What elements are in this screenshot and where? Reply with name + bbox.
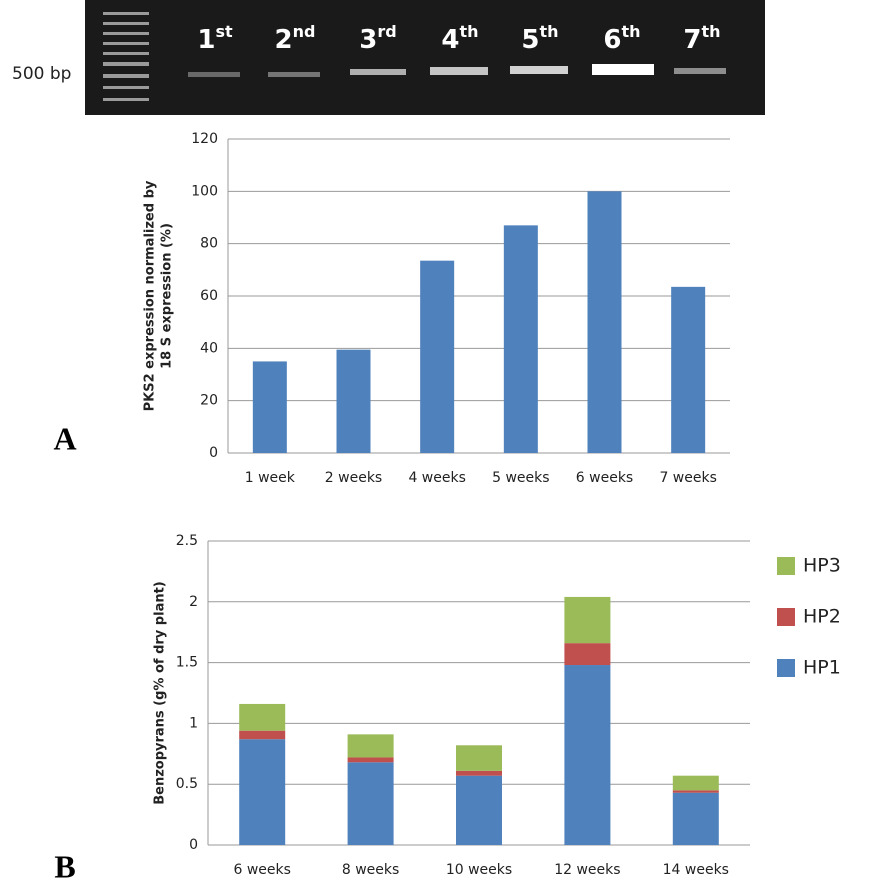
- lane-label: 1st: [197, 22, 233, 55]
- lane-suffix: st: [215, 22, 233, 41]
- bar-segment: [239, 730, 286, 740]
- bar-segment: [456, 770, 502, 776]
- lane-label: 6th: [603, 22, 640, 55]
- bar-segment: [672, 792, 719, 845]
- y-axis-label: Benzopyrans (g% of dry plant): [153, 581, 168, 805]
- legend-label: HP1: [803, 657, 841, 679]
- y-tick-label: 0.5: [176, 776, 198, 792]
- x-tick-label: 5 weeks: [492, 470, 549, 486]
- gel-image: [85, 0, 765, 115]
- y-tick-label: 2.5: [176, 533, 198, 549]
- y-tick-label: 80: [200, 236, 218, 252]
- x-tick-label: 2 weeks: [325, 470, 382, 486]
- bar: [671, 286, 706, 453]
- y-tick-label: 60: [200, 288, 218, 304]
- x-tick-label: 1 week: [245, 470, 296, 486]
- lane-number: 6: [603, 25, 621, 55]
- legend-swatch: [777, 608, 795, 626]
- lane-label: 3rd: [359, 22, 396, 55]
- lane-suffix: th: [460, 22, 479, 41]
- legend-label: HP3: [803, 555, 841, 577]
- lane-suffix: th: [622, 22, 641, 41]
- lane-suffix: th: [702, 22, 721, 41]
- bar-segment: [239, 739, 286, 845]
- lane-suffix: nd: [293, 22, 316, 41]
- y-axis-label: PKS2 expression normalized by: [143, 180, 158, 411]
- y-tick-label: 20: [200, 393, 218, 409]
- bar-segment: [564, 665, 611, 845]
- bar-segment: [347, 757, 394, 763]
- lane-number: 5: [521, 25, 539, 55]
- x-tick-label: 6 weeks: [233, 862, 290, 878]
- x-tick-label: 7 weeks: [659, 470, 716, 486]
- lane-number: 1: [197, 25, 215, 55]
- y-tick-label: 0: [209, 445, 218, 461]
- lane-number: 7: [683, 25, 701, 55]
- x-tick-label: 8 weeks: [342, 862, 399, 878]
- lane-label: 5th: [521, 22, 558, 55]
- bar-segment: [456, 775, 502, 845]
- panel-label: B: [54, 848, 75, 882]
- y-tick-label: 0: [189, 837, 198, 853]
- lane-number: 4: [441, 25, 459, 55]
- gel-bands: [188, 64, 726, 77]
- lane-suffix: th: [540, 22, 559, 41]
- bar-segment: [672, 775, 719, 791]
- legend-swatch: [777, 557, 795, 575]
- bar: [587, 191, 622, 454]
- y-tick-label: 40: [200, 340, 218, 356]
- y-tick-label: 1: [189, 715, 198, 731]
- bar-segment: [347, 734, 394, 758]
- x-tick-label: 4 weeks: [408, 470, 465, 486]
- legend-swatch: [777, 659, 795, 677]
- gel-marker: 500 bp: [12, 64, 71, 84]
- bar-segment: [564, 643, 611, 666]
- y-tick-label: 2: [189, 594, 198, 610]
- lane-suffix: rd: [377, 22, 396, 41]
- x-tick-label: 6 weeks: [576, 470, 633, 486]
- bar-segment: [239, 703, 286, 731]
- bar-segment: [347, 762, 394, 845]
- bar-segment: [456, 745, 502, 771]
- y-tick-label: 120: [191, 131, 218, 147]
- lane-label: 7th: [683, 22, 720, 55]
- lane-number: 2: [275, 25, 293, 55]
- lane-label: 2nd: [275, 22, 316, 55]
- bar: [420, 260, 455, 453]
- lane-number: 3: [359, 25, 377, 55]
- y-axis-label: 18 S expression (%): [160, 223, 175, 369]
- legend-label: HP2: [803, 606, 841, 628]
- bar-segment: [672, 790, 719, 793]
- bar: [336, 349, 371, 453]
- panel-label: A: [53, 420, 76, 456]
- ladder: [103, 12, 149, 101]
- x-tick-label: 14 weeks: [663, 862, 729, 878]
- bar: [252, 361, 287, 453]
- x-tick-label: 10 weeks: [446, 862, 512, 878]
- lane-label: 4th: [441, 22, 478, 55]
- bar: [503, 225, 538, 453]
- x-tick-label: 12 weeks: [554, 862, 620, 878]
- y-tick-label: 100: [191, 183, 218, 199]
- bar-segment: [564, 596, 611, 644]
- y-tick-label: 1.5: [176, 655, 198, 671]
